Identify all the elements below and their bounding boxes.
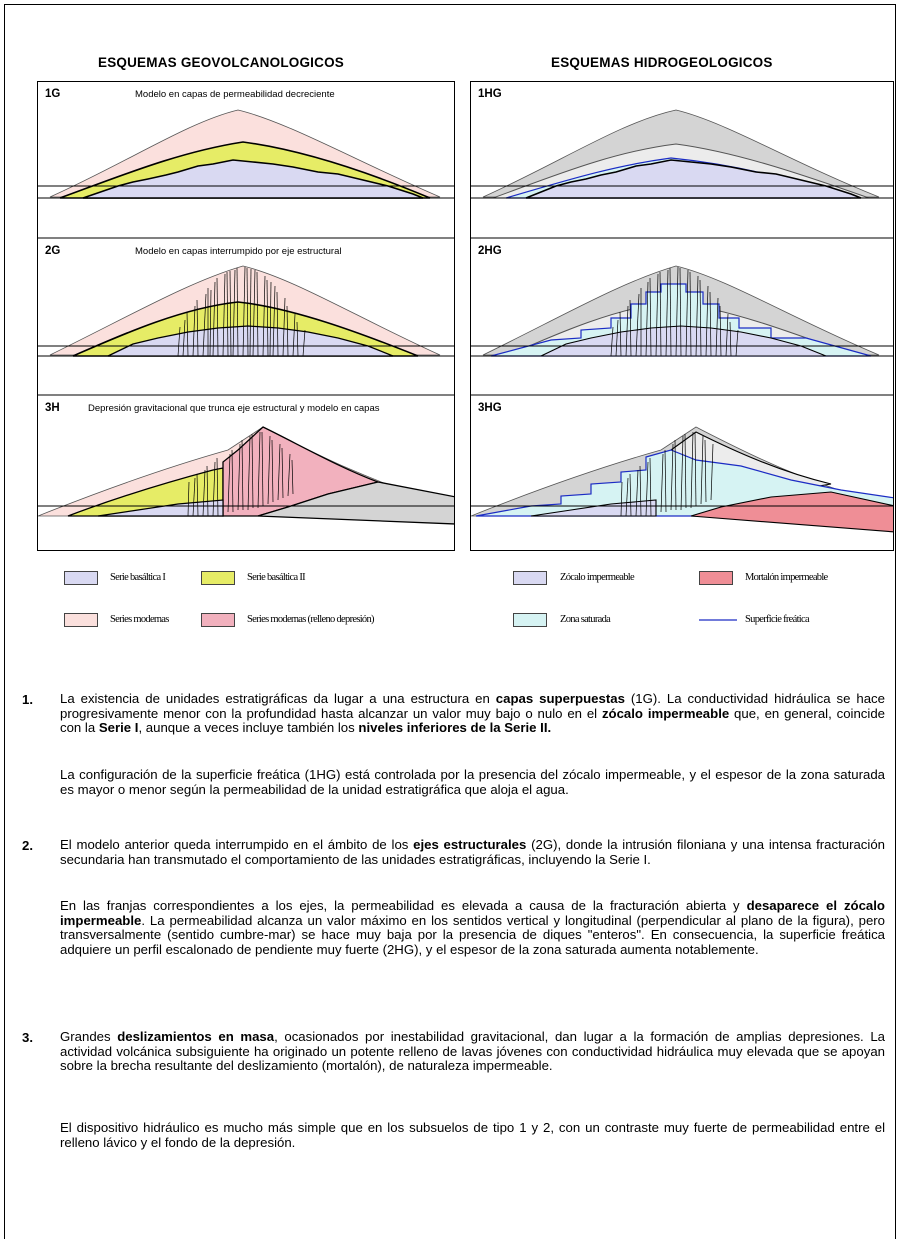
panel-tag-1hg: 1HG (478, 88, 502, 100)
page-frame (4, 4, 896, 1239)
geo-diagrams (38, 109, 454, 525)
legend-swatch-zona-saturada (513, 613, 547, 627)
legend-swatch-serie-basaltica-2 (201, 571, 235, 585)
legend-label-series-modernas: Series modernas (110, 614, 169, 625)
diagram-1hg (471, 109, 893, 199)
panel-tag-1g: 1G (45, 88, 61, 100)
panel-tag-3h: 3H (45, 402, 60, 414)
legend-swatch-series-modernas (64, 613, 98, 627)
legend-label-serie-basaltica-1: Serie basáltica I (110, 572, 166, 583)
panel-tag-2hg: 2HG (478, 245, 502, 257)
diagram-2hg (471, 265, 893, 357)
legend-label-mortalon: Mortalón impermeable (745, 572, 828, 583)
paragraph-2b: En las franjas correspondientes a los ej… (60, 898, 885, 957)
legend-swatch-serie-basaltica-1 (64, 571, 98, 585)
panel-caption-1g: Modelo en capas de permeabilidad decreci… (135, 89, 335, 100)
item-number-1: 1. (22, 692, 33, 707)
diagram-3h (38, 426, 454, 525)
item-number-2: 2. (22, 838, 33, 853)
geo-panel-frame: 1G Modelo en capas de permeabilidad decr… (37, 81, 455, 551)
paragraph-1a: La existencia de unidades estratigráfica… (60, 691, 885, 736)
legend-label-superficie-freatica: Superficie freática (745, 614, 810, 625)
legend-line-superficie-freatica (699, 619, 737, 621)
legend-swatch-zocalo (513, 571, 547, 585)
paragraph-3b: El dispositivo hidráulico es mucho más s… (60, 1120, 885, 1150)
panel-caption-2g: Modelo en capas interrumpido por eje est… (135, 246, 342, 257)
header-geovolcanologicos: ESQUEMAS GEOVOLCANOLOGICOS (98, 55, 344, 70)
paragraph-1b: La configuración de la superficie freáti… (60, 767, 885, 797)
diagram-1g (38, 109, 454, 199)
panel-tag-3hg: 3HG (478, 402, 502, 414)
diagram-3hg (471, 426, 893, 533)
legend-swatch-series-modernas-relleno (201, 613, 235, 627)
paragraph-2a: El modelo anterior queda interrumpido en… (60, 837, 885, 867)
header-hidrogeologicos: ESQUEMAS HIDROGEOLOGICOS (551, 55, 773, 70)
panel-tag-2g: 2G (45, 245, 61, 257)
paragraph-3a: Grandes deslizamientos en masa, ocasiona… (60, 1029, 885, 1074)
legend-label-serie-basaltica-2: Serie basáltica II (247, 572, 306, 583)
legend-swatch-mortalon (699, 571, 733, 585)
hidro-diagrams (471, 109, 893, 533)
diagram-2g (38, 265, 454, 357)
panel-caption-3h: Depresión gravitacional que trunca eje e… (88, 403, 380, 414)
item-number-3: 3. (22, 1030, 33, 1045)
legend-label-series-modernas-relleno: Series modernas (relleno depresión) (247, 614, 375, 625)
hidro-panel-frame: 1HG 2HG 3HG (470, 81, 894, 551)
legend-label-zocalo: Zócalo impermeable (560, 572, 635, 583)
legend-label-zona-saturada: Zona saturada (560, 614, 611, 625)
